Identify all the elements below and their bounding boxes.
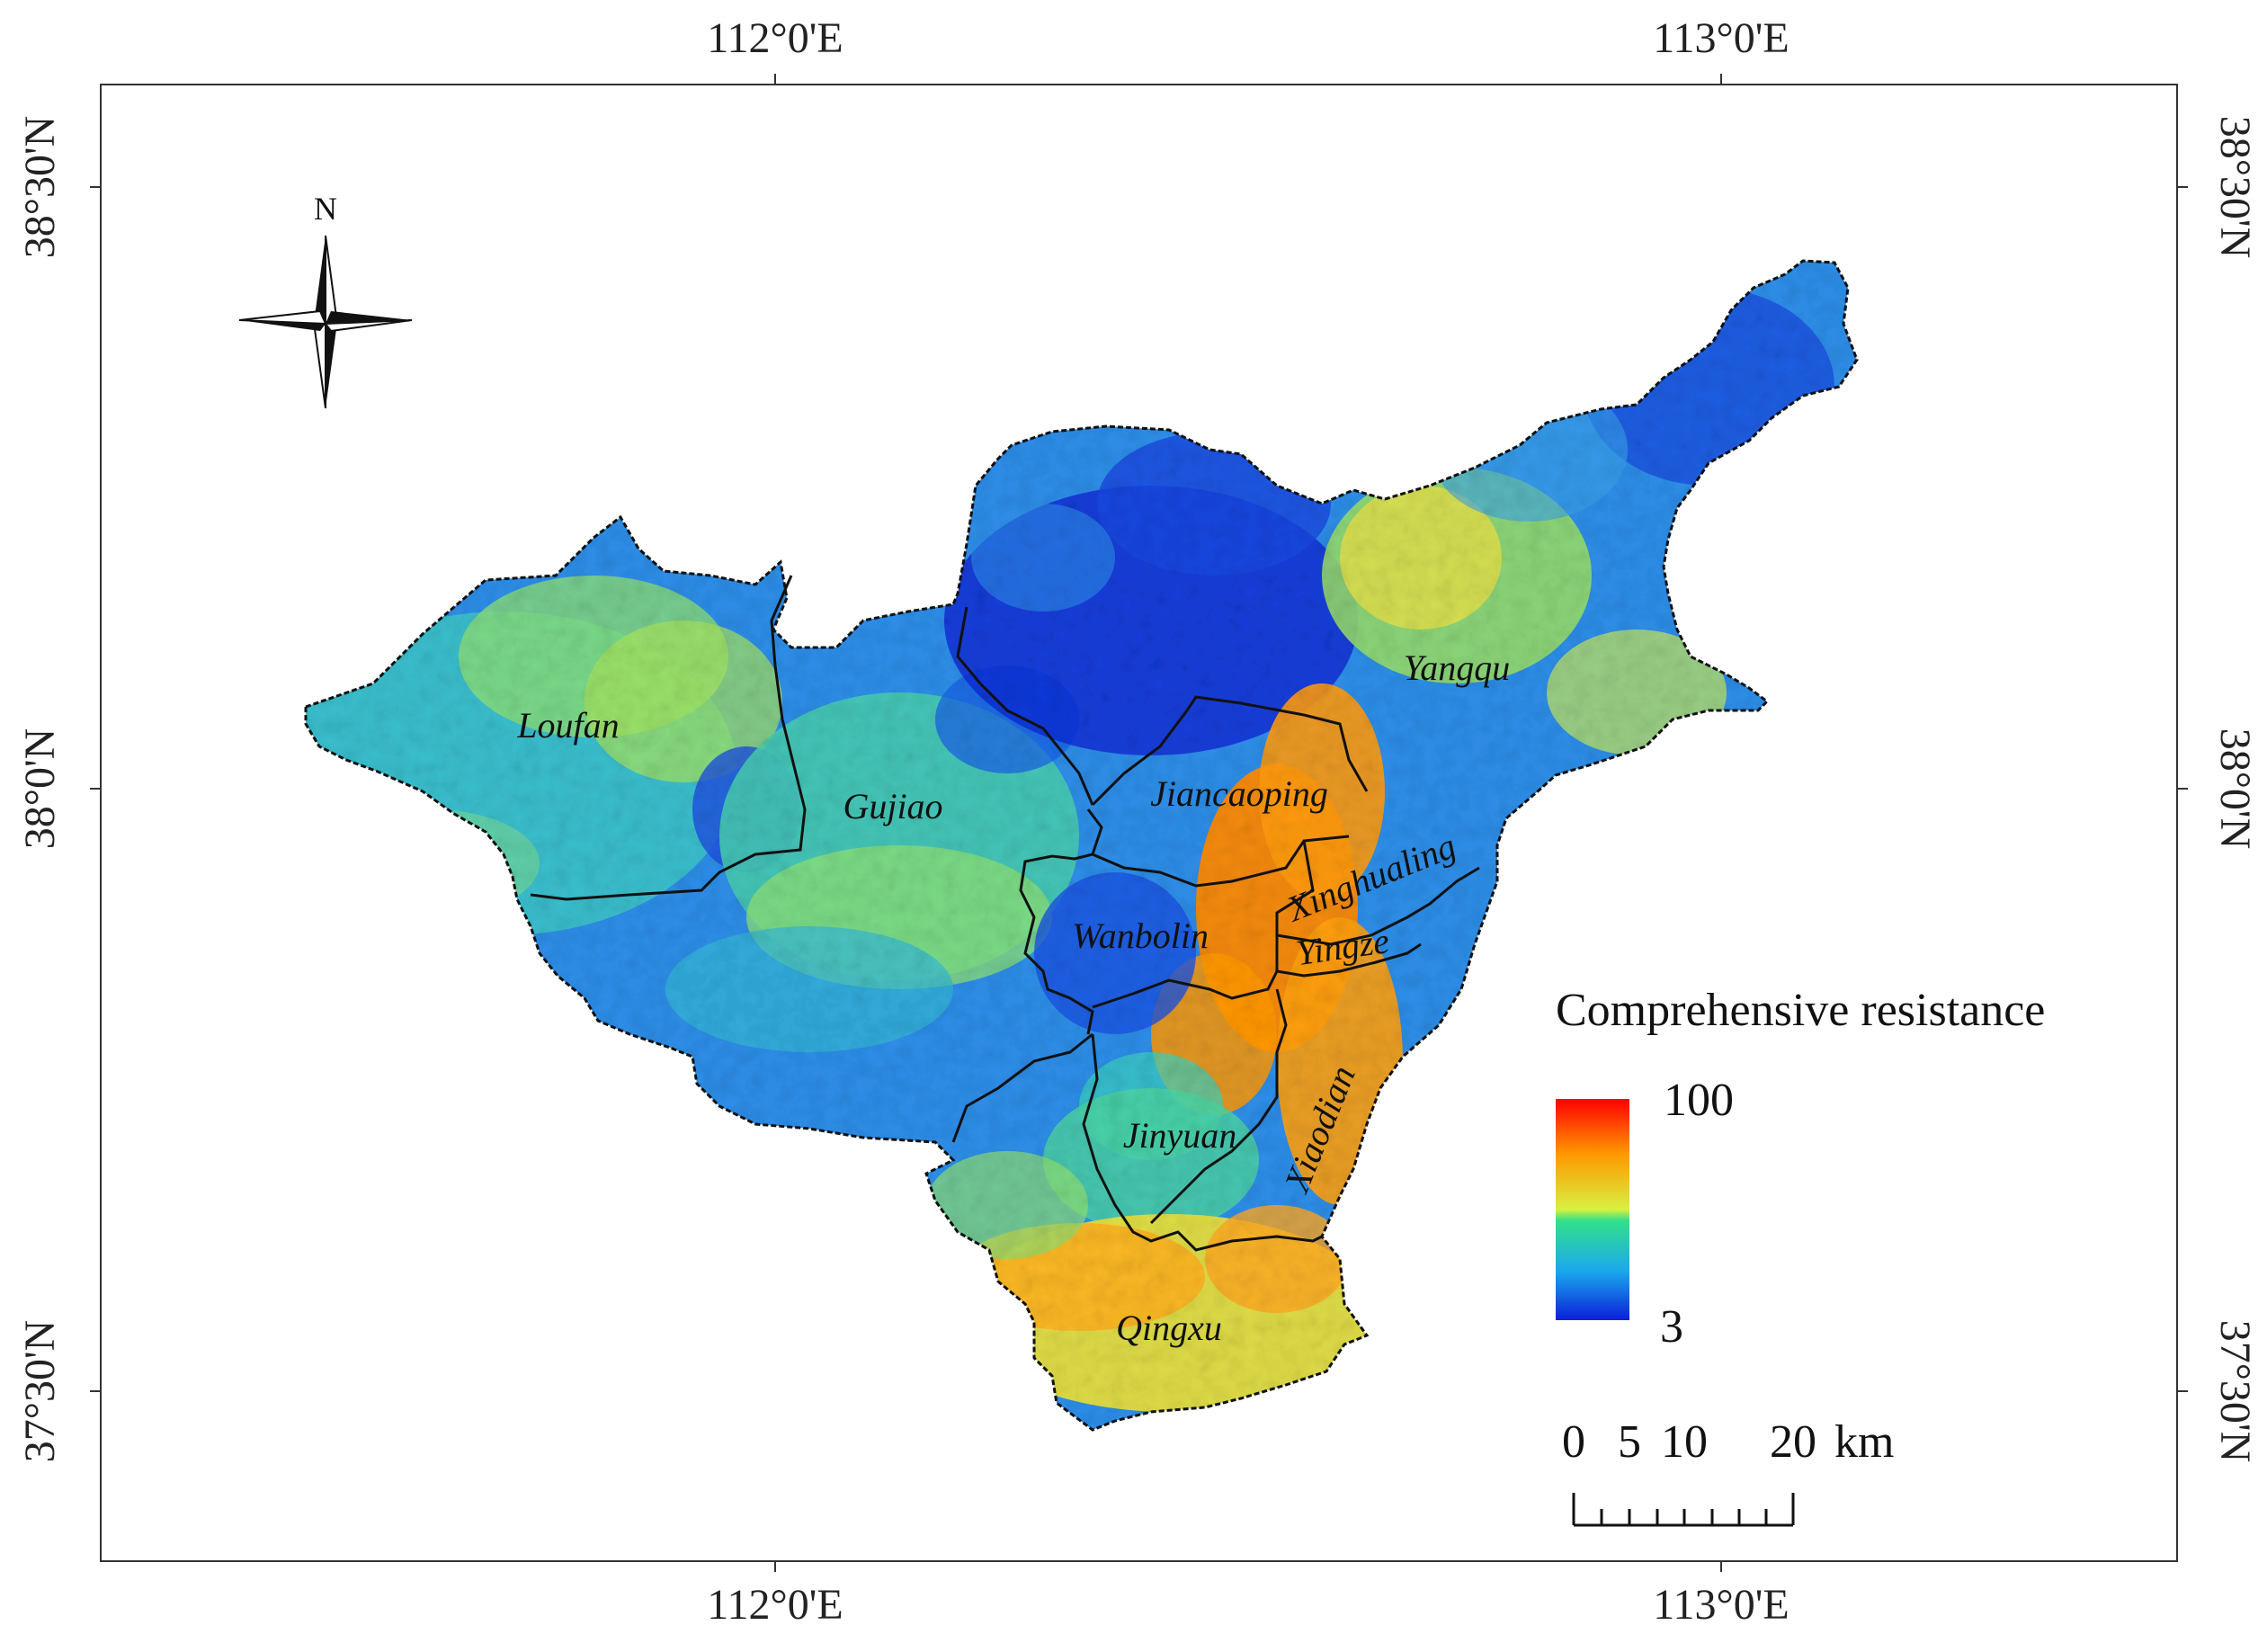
legend-min-label: 3: [1660, 1301, 1683, 1353]
boundary-jiancaoping: [1091, 695, 1369, 807]
lat-label-left-3730: 37°30'N: [16, 1320, 64, 1463]
region-label-wanbolin: Wanbolin: [1072, 915, 1209, 956]
region-label-jiancaoping: Jiancaoping: [1150, 773, 1328, 814]
frame-ticks: [90, 74, 2188, 1572]
legend-color-ramp: [1556, 1099, 1629, 1320]
study-area-outline: [304, 259, 1859, 1432]
region-label-jinyuan: Jinyuan: [1123, 1115, 1237, 1156]
boundary-wanbolin-south: [1092, 935, 1279, 1009]
scale-label-10: 10: [1661, 1416, 1708, 1468]
lon-label-top-113: 113°0'E: [1653, 14, 1789, 62]
boundary-yingze: [1276, 942, 1422, 978]
lat-label-right-3730: 37°30'N: [2211, 1320, 2259, 1463]
region-label-gujiao: Gujiao: [843, 786, 942, 826]
boundary-wanbolin: [1019, 853, 1094, 1035]
boundary-jiancaoping-south: [1086, 808, 1350, 888]
scale-bar: 0 5 10 20 km: [1562, 1416, 1894, 1527]
boundary-xiaodian-west: [1149, 988, 1288, 1225]
lat-label-left-3800: 38°0'N: [16, 728, 64, 850]
scale-label-0: 0: [1562, 1416, 1585, 1468]
district-boundaries: [530, 575, 1480, 1252]
legend-title: Comprehensive resistance: [1556, 985, 2045, 1036]
boundary-jinyuan-west: [951, 1032, 1093, 1143]
legend-max-label: 100: [1664, 1075, 1734, 1126]
region-label-qingxu: Qingxu: [1116, 1308, 1222, 1348]
lat-label-right-3800: 38°0'N: [2211, 728, 2259, 850]
lon-label-bottom-112: 112°0'E: [707, 1581, 843, 1629]
north-arrow: N: [238, 191, 413, 409]
north-arrow-label: N: [314, 191, 337, 227]
lat-label-left-3830: 38°30'N: [16, 116, 64, 259]
lon-label-top-112: 112°0'E: [707, 14, 843, 62]
region-label-loufan: Loufan: [516, 705, 619, 746]
boundary-gujiao-north: [956, 606, 1094, 806]
scale-label-5: 5: [1618, 1416, 1641, 1468]
boundary-xinghualing: [1275, 840, 1480, 946]
boundary-jinyuan-east: [1082, 1033, 1323, 1252]
legend: Comprehensive resistance 100 3: [1556, 985, 2045, 1353]
lon-label-bottom-113: 113°0'E: [1653, 1581, 1789, 1629]
region-label-yangqu: Yangqu: [1404, 647, 1511, 688]
lat-label-right-3830: 38°30'N: [2211, 116, 2259, 259]
boundary-loufan-gujiao: [530, 575, 807, 901]
scale-label-unit: km: [1834, 1416, 1894, 1468]
scale-label-20: 20: [1770, 1416, 1816, 1468]
